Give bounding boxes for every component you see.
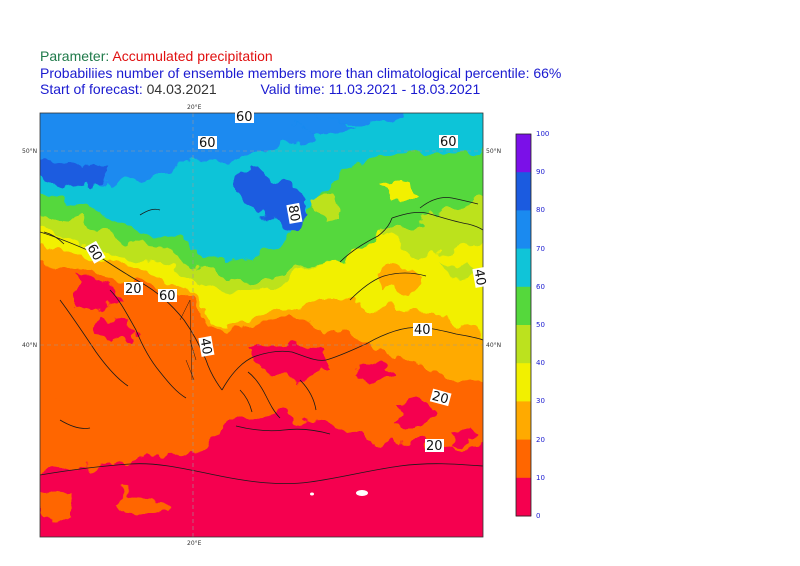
- colorbar-segment: [516, 134, 531, 173]
- parameter-value: Accumulated precipitation: [112, 48, 273, 64]
- svg-text:60: 60: [84, 242, 105, 264]
- colorbar-tick-label: 30: [536, 397, 545, 406]
- colorbar-segment: [516, 210, 531, 250]
- colorbar: [515, 133, 532, 517]
- lat-label-40-right: 40°N: [486, 342, 502, 349]
- lat-label-50-left: 50°N: [22, 148, 38, 155]
- white-gaps: [310, 490, 368, 496]
- colorbar-segment: [516, 325, 531, 364]
- valid-value: 11.03.2021 - 18.03.2021: [328, 81, 481, 97]
- contour-label: 20: [429, 388, 452, 408]
- colorbar-tick-label: 80: [536, 206, 545, 215]
- contour-label: 40: [197, 335, 215, 357]
- svg-text:40: 40: [414, 323, 431, 338]
- parameter-line: Parameter: Accumulated precipitation: [40, 48, 273, 64]
- svg-text:20: 20: [426, 439, 443, 454]
- svg-text:40: 40: [471, 268, 489, 287]
- colorbar-tick-label: 10: [536, 473, 545, 482]
- colorbar-segment: [516, 248, 531, 288]
- start-value: 04.03.2021: [146, 81, 217, 97]
- colorbar-segment: [516, 401, 531, 441]
- contour-label: 40: [471, 266, 489, 288]
- parameter-label: Parameter:: [40, 48, 110, 64]
- colorbar-segment: [516, 439, 531, 479]
- svg-text:60: 60: [199, 136, 216, 151]
- colorbar-tick-label: 40: [536, 359, 545, 368]
- contour-label: 60: [439, 135, 458, 150]
- svg-text:40: 40: [197, 337, 215, 356]
- valid-label: Valid time:: [260, 81, 325, 97]
- colorbar-segment: [516, 172, 531, 211]
- contour-label: 20: [124, 282, 143, 297]
- contour-label: 60: [158, 289, 177, 304]
- svg-text:60: 60: [440, 135, 457, 150]
- lat-label-40-left: 40°N: [22, 342, 38, 349]
- precipitation-probability-field: [40, 113, 483, 537]
- probability-description: Probabiliies number of ensemble members …: [40, 65, 562, 81]
- colorbar-tick-label: 100: [536, 130, 550, 138]
- contour-label: 80: [285, 202, 303, 224]
- contour-label: 60: [198, 136, 217, 151]
- contour-label: 60: [84, 240, 106, 264]
- forecast-dates-line: Start of forecast: 04.03.2021 Valid time…: [40, 81, 480, 97]
- graticule: [40, 113, 483, 537]
- colorbar-segment: [516, 363, 531, 402]
- contour-label: 20: [425, 439, 444, 454]
- start-label: Start of forecast:: [40, 81, 143, 97]
- colorbar-tick-label: 70: [536, 244, 545, 253]
- svg-text:60: 60: [159, 289, 176, 304]
- map-frame: [39, 112, 484, 538]
- colorbar-segment: [516, 477, 531, 517]
- lat-label-50-right: 50°N: [486, 148, 502, 155]
- lon-label-top: 20°E: [187, 104, 202, 111]
- lon-label-bottom: 20°E: [187, 540, 202, 547]
- svg-text:80: 80: [285, 204, 303, 223]
- colorbar-tick-label: 0: [536, 512, 541, 520]
- colorbar-segment: [516, 286, 531, 326]
- svg-text:60: 60: [236, 110, 253, 125]
- colorbar-tick-label: 60: [536, 282, 545, 291]
- contour-labels: 60 60 60 80 60 20 60 40 40 40 20 20: [84, 110, 489, 454]
- contour-label: 40: [413, 323, 432, 338]
- colorbar-tick-label: 50: [536, 321, 545, 329]
- colorbar-frame: [515, 133, 532, 517]
- contour-label: 60: [235, 110, 254, 125]
- svg-text:20: 20: [430, 389, 450, 408]
- colorbar-tick-label: 20: [536, 435, 545, 444]
- colorbar-tick-label: 90: [536, 168, 545, 177]
- svg-text:20: 20: [125, 282, 142, 297]
